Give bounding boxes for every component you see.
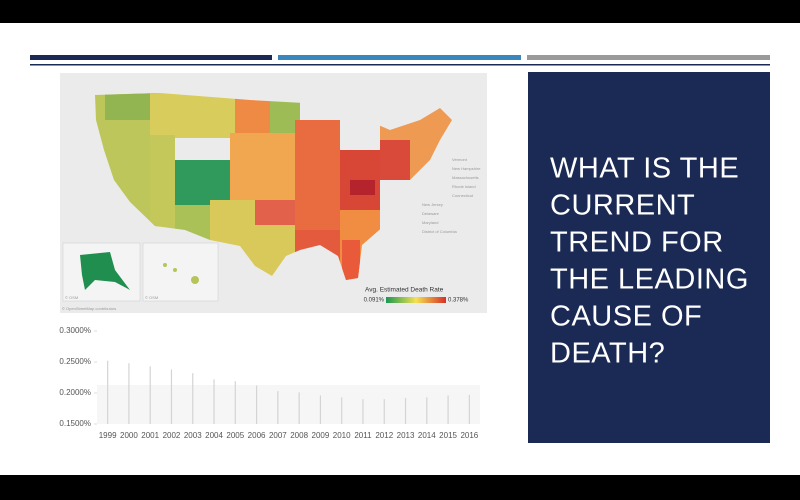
accent-bar [527, 55, 770, 60]
place-label: New Hampshire [452, 166, 481, 171]
title-panel [528, 72, 770, 443]
legend-gradient [386, 297, 446, 303]
y-tick-label: 0.2500% [59, 357, 91, 366]
letterbox-top [0, 0, 800, 23]
place-labels: Vermont New Hampshire Massachusetts Rhode I… [422, 157, 481, 234]
x-tick-label: 2004 [205, 431, 223, 440]
x-tick-label: 2005 [226, 431, 244, 440]
x-tick-label: 2014 [418, 431, 436, 440]
bar [447, 395, 449, 424]
x-tick-label: 2016 [460, 431, 478, 440]
bar [107, 360, 109, 424]
x-tick-label: 1999 [99, 431, 117, 440]
bar [468, 394, 470, 424]
region [342, 240, 360, 280]
legend-min: 0.091% [364, 298, 385, 304]
title-line: DEATH? [550, 338, 665, 370]
region [150, 135, 175, 230]
x-tick-label: 2000 [120, 431, 138, 440]
attribution: © OpenStreetMap contributors [62, 306, 116, 311]
x-tick-label: 2011 [354, 431, 372, 440]
inset-credit: © OSM [145, 295, 158, 300]
rule [30, 64, 770, 66]
y-tick-label: 0.1500% [59, 419, 91, 428]
bar [383, 399, 385, 424]
bar [255, 385, 258, 424]
x-tick-label: 2012 [375, 431, 393, 440]
map: © OSM © OSM © OpenStreetMap contributors… [60, 73, 487, 313]
title-line: CURRENT [550, 190, 695, 222]
bar [426, 397, 428, 424]
bar [170, 369, 173, 424]
alaska [80, 252, 130, 290]
title-line: TREND FOR [550, 227, 724, 259]
bar [213, 379, 215, 424]
region [105, 93, 155, 120]
inset-credit: © OSM [65, 295, 78, 300]
title-line: THE LEADING [550, 264, 749, 296]
place-label: Delaware [422, 211, 440, 216]
region [255, 200, 300, 225]
bar [234, 381, 236, 424]
bar [192, 373, 194, 424]
island [173, 268, 177, 272]
island [191, 276, 199, 284]
region [380, 140, 410, 180]
region [295, 120, 340, 230]
place-label: Rhode Island [452, 184, 476, 189]
x-tick-label: 2007 [269, 431, 287, 440]
place-label: Maryland [422, 220, 438, 225]
place-label: Massachusetts [452, 175, 479, 180]
bar [341, 397, 343, 424]
y-tick-label: 0.2000% [59, 388, 91, 397]
y-tick-label: 0.3000% [59, 326, 91, 335]
hawaii-inset [142, 242, 219, 302]
x-tick-label: 2013 [397, 431, 415, 440]
place-label: Connecticut [452, 193, 474, 198]
region [150, 93, 235, 138]
place-label: Vermont [452, 157, 468, 162]
legend-title: Avg. Estimated Death Rate [365, 287, 444, 294]
x-tick-label: 2010 [333, 431, 351, 440]
chart-band [97, 385, 480, 424]
bar [319, 395, 322, 424]
x-tick-label: 2015 [439, 431, 457, 440]
x-tick-label: 2001 [141, 431, 159, 440]
region [175, 160, 235, 205]
bar [298, 392, 300, 424]
bar [149, 366, 151, 424]
legend-max: 0.378% [448, 298, 469, 304]
region [350, 180, 375, 195]
x-tick-label: 2008 [290, 431, 308, 440]
slide-title: WHAT IS THE CURRENT TREND FOR THE LEADING CA… [550, 153, 749, 370]
region [235, 95, 270, 133]
bar-chart: 0.1500% 0.2000% 0.2500% 0.3000% 1999 2000 2001… [59, 326, 478, 440]
place-label: District of Columbia [422, 229, 457, 234]
place-label: New Jersey [422, 202, 443, 207]
title-line: WHAT IS THE [550, 153, 739, 185]
bar [277, 391, 279, 424]
x-tick-label: 2009 [312, 431, 330, 440]
accent-bar [30, 55, 272, 60]
region [230, 133, 295, 200]
x-tick-label: 2006 [248, 431, 266, 440]
x-tick-label: 2002 [163, 431, 181, 440]
bar [128, 363, 130, 424]
bar [362, 399, 364, 424]
title-line: CAUSE OF [550, 301, 702, 333]
accent-bar [278, 55, 521, 60]
bar [404, 397, 407, 424]
x-tick-label: 2003 [184, 431, 202, 440]
island [163, 263, 167, 267]
letterbox-bottom [0, 475, 800, 500]
